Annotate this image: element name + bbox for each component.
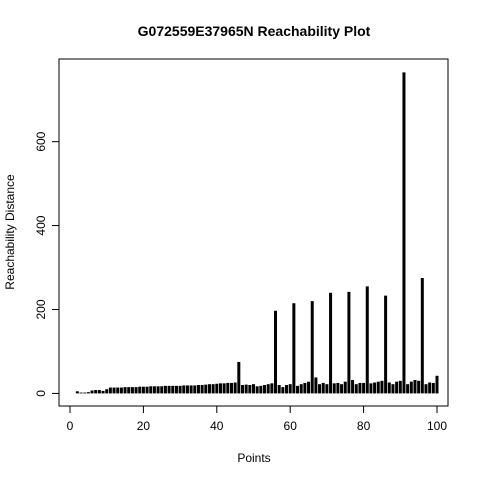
y-tick-label: 400: [34, 215, 48, 235]
y-axis: 0 200 400 600: [34, 131, 60, 397]
x-tick-label: 0: [67, 419, 74, 433]
plot-frame: [58, 58, 449, 407]
x-tick-label: 100: [427, 419, 447, 433]
bars-group: [75, 72, 439, 394]
y-axis-label: Reachability Distance: [3, 174, 17, 290]
x-axis-label: Points: [237, 451, 270, 465]
y-tick-label: 200: [34, 299, 48, 319]
chart-title: G072559E37965N Reachability Plot: [138, 23, 371, 39]
x-axis: 0 20 40 60 80 100: [67, 405, 447, 433]
x-tick-label: 20: [137, 419, 151, 433]
y-tick-label: 600: [34, 131, 48, 151]
x-tick-label: 80: [357, 419, 371, 433]
x-tick-label: 60: [284, 419, 298, 433]
y-tick-label: 0: [34, 390, 48, 397]
x-tick-label: 40: [210, 419, 224, 433]
